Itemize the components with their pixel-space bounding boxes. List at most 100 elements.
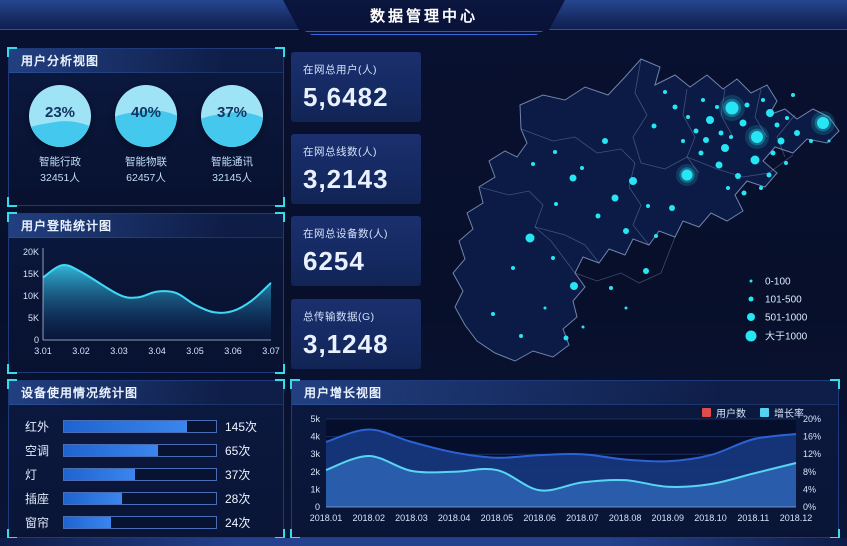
map-internal-borders xyxy=(478,58,796,284)
corner-bracket xyxy=(7,47,17,57)
panel-user-growth: 用户增长视图 用户数 增长率 0 1k 2k 3k 4k 5k 0% 4% 8% 12% 16% 20… xyxy=(290,379,840,539)
svg-text:501-1000: 501-1000 xyxy=(765,313,808,324)
title-banner-decoration xyxy=(303,30,545,37)
stat-value: 3,2143 xyxy=(303,164,389,194)
corner-bracket xyxy=(275,379,285,389)
svg-text:3.05: 3.05 xyxy=(186,346,204,356)
svg-text:3k: 3k xyxy=(310,449,320,459)
bar-fill xyxy=(64,468,136,480)
map-outline xyxy=(452,58,840,362)
svg-text:20%: 20% xyxy=(803,414,821,424)
gauge-percent: 23% xyxy=(44,104,76,121)
svg-text:16%: 16% xyxy=(803,432,821,442)
stat-label: 在网总线数(人) xyxy=(303,146,377,158)
bar-label: 灯 xyxy=(25,467,38,482)
corner-bracket xyxy=(7,364,17,374)
corner-bracket xyxy=(275,47,285,57)
svg-text:0%: 0% xyxy=(803,502,816,512)
legend-swatch-growth-rate xyxy=(760,408,769,417)
legend-label-users: 用户数 xyxy=(716,409,746,420)
panel-login-stats: 用户登陆统计图 0 5K 10K 15K 20K 3.01 3.02 3.03 3.04 3.05… xyxy=(7,212,285,374)
svg-text:大于1000: 大于1000 xyxy=(765,330,808,343)
bar-row-灯: 灯 37次 xyxy=(25,467,269,482)
svg-text:3.07: 3.07 xyxy=(262,346,280,356)
svg-text:3.02: 3.02 xyxy=(72,346,90,356)
stat-card-online-devices: 在网总设备数(人) 6254 xyxy=(291,216,421,286)
svg-text:15K: 15K xyxy=(23,269,39,279)
liquid-gauge-智能行政: 23% 智能行政 32451人 xyxy=(21,85,99,185)
liquid-gauge-智能通讯: 37% 智能通讯 32145人 xyxy=(193,85,271,185)
bar-value: 65次 xyxy=(225,443,251,458)
svg-text:2018.07: 2018.07 xyxy=(566,513,599,523)
svg-text:10K: 10K xyxy=(23,291,39,301)
corner-bracket xyxy=(830,379,840,389)
panel-title-user-analysis: 用户分析视图 xyxy=(9,49,283,73)
gauge-name: 智能物联 xyxy=(125,156,167,168)
bar-track xyxy=(63,419,217,433)
legend-label-growth-rate: 增长率 xyxy=(774,409,804,420)
stat-card-online-users: 在网总用户(人) 5,6482 xyxy=(291,52,421,122)
liquid-gauge-智能物联: 40% 智能物联 62457人 xyxy=(107,85,185,185)
bar-row-空调: 空调 65次 xyxy=(25,443,269,458)
svg-text:2018.03: 2018.03 xyxy=(395,513,428,523)
svg-text:2018.08: 2018.08 xyxy=(609,513,642,523)
svg-text:20K: 20K xyxy=(23,247,39,257)
corner-bracket xyxy=(290,379,300,389)
svg-text:3.06: 3.06 xyxy=(224,346,242,356)
gauge-circle: 37% xyxy=(201,85,263,147)
bar-fill xyxy=(64,516,112,528)
panel-device-usage: 设备使用情况统计图 红外 145次 空调 65次灯 37次 插座 28次 窗帘 24次 xyxy=(7,379,285,539)
bar-value: 28次 xyxy=(225,491,251,506)
gauge-circle: 40% xyxy=(115,85,177,147)
corner-bracket xyxy=(7,197,17,207)
panel-title-user-growth: 用户增长视图 xyxy=(292,381,838,405)
top-bar: 数据管理中心 xyxy=(0,0,847,30)
gauge-name: 智能通讯 xyxy=(211,156,253,168)
growth-chart-legend: 用户数 增长率 xyxy=(702,405,804,420)
svg-text:2018.06: 2018.06 xyxy=(523,513,556,523)
gauge-count: 32145人 xyxy=(212,172,252,184)
svg-text:12%: 12% xyxy=(803,449,821,459)
panel-title-device-usage: 设备使用情况统计图 xyxy=(9,381,283,405)
stat-label: 总传输数据(G) xyxy=(303,311,375,323)
legend-item-growth-rate[interactable]: 增长率 xyxy=(760,405,804,420)
bar-label: 红外 xyxy=(25,419,50,434)
bar-track xyxy=(63,515,217,529)
svg-text:8%: 8% xyxy=(803,467,816,477)
svg-text:0-100: 0-100 xyxy=(765,277,791,288)
bar-fill xyxy=(64,444,159,456)
gauge-percent: 40% xyxy=(130,104,162,121)
page-title: 数据管理中心 xyxy=(369,7,478,25)
stat-card-total-data: 总传输数据(G) 3,1248 xyxy=(291,299,421,369)
svg-text:101-500: 101-500 xyxy=(765,295,802,306)
growth-area-chart: 0 1k 2k 3k 4k 5k 0% 4% 8% 12% 16% 20% 2018.01 2018.02… xyxy=(310,414,821,523)
stat-label: 在网总用户(人) xyxy=(303,64,377,76)
svg-text:2018.02: 2018.02 xyxy=(352,513,385,523)
map-bubbles xyxy=(491,90,835,341)
corner-bracket xyxy=(7,212,17,222)
svg-text:1k: 1k xyxy=(310,484,320,494)
bar-row-插座: 插座 28次 xyxy=(25,491,269,506)
svg-text:0: 0 xyxy=(34,335,39,345)
bar-track xyxy=(63,467,217,481)
bar-value: 37次 xyxy=(225,467,251,482)
bar-label: 空调 xyxy=(25,443,50,458)
corner-bracket xyxy=(275,212,285,222)
svg-text:2k: 2k xyxy=(310,467,320,477)
legend-item-users[interactable]: 用户数 xyxy=(702,405,746,420)
bar-label: 窗帘 xyxy=(25,515,50,530)
svg-text:4k: 4k xyxy=(310,432,320,442)
corner-bracket xyxy=(7,379,17,389)
svg-text:2018.04: 2018.04 xyxy=(438,513,471,523)
svg-text:2018.12: 2018.12 xyxy=(780,513,813,523)
region-bubble-map: 0-100 101-500 501-1000 大于1000 xyxy=(425,45,847,378)
svg-text:3.04: 3.04 xyxy=(148,346,166,356)
bar-fill xyxy=(64,420,188,432)
gauge-count: 32451人 xyxy=(40,172,80,184)
gauge-circle: 23% xyxy=(29,85,91,147)
svg-text:3.03: 3.03 xyxy=(110,346,128,356)
bar-value: 145次 xyxy=(225,419,258,434)
svg-text:2018.09: 2018.09 xyxy=(652,513,685,523)
svg-text:2018.01: 2018.01 xyxy=(310,513,343,523)
legend-swatch-users xyxy=(702,408,711,417)
